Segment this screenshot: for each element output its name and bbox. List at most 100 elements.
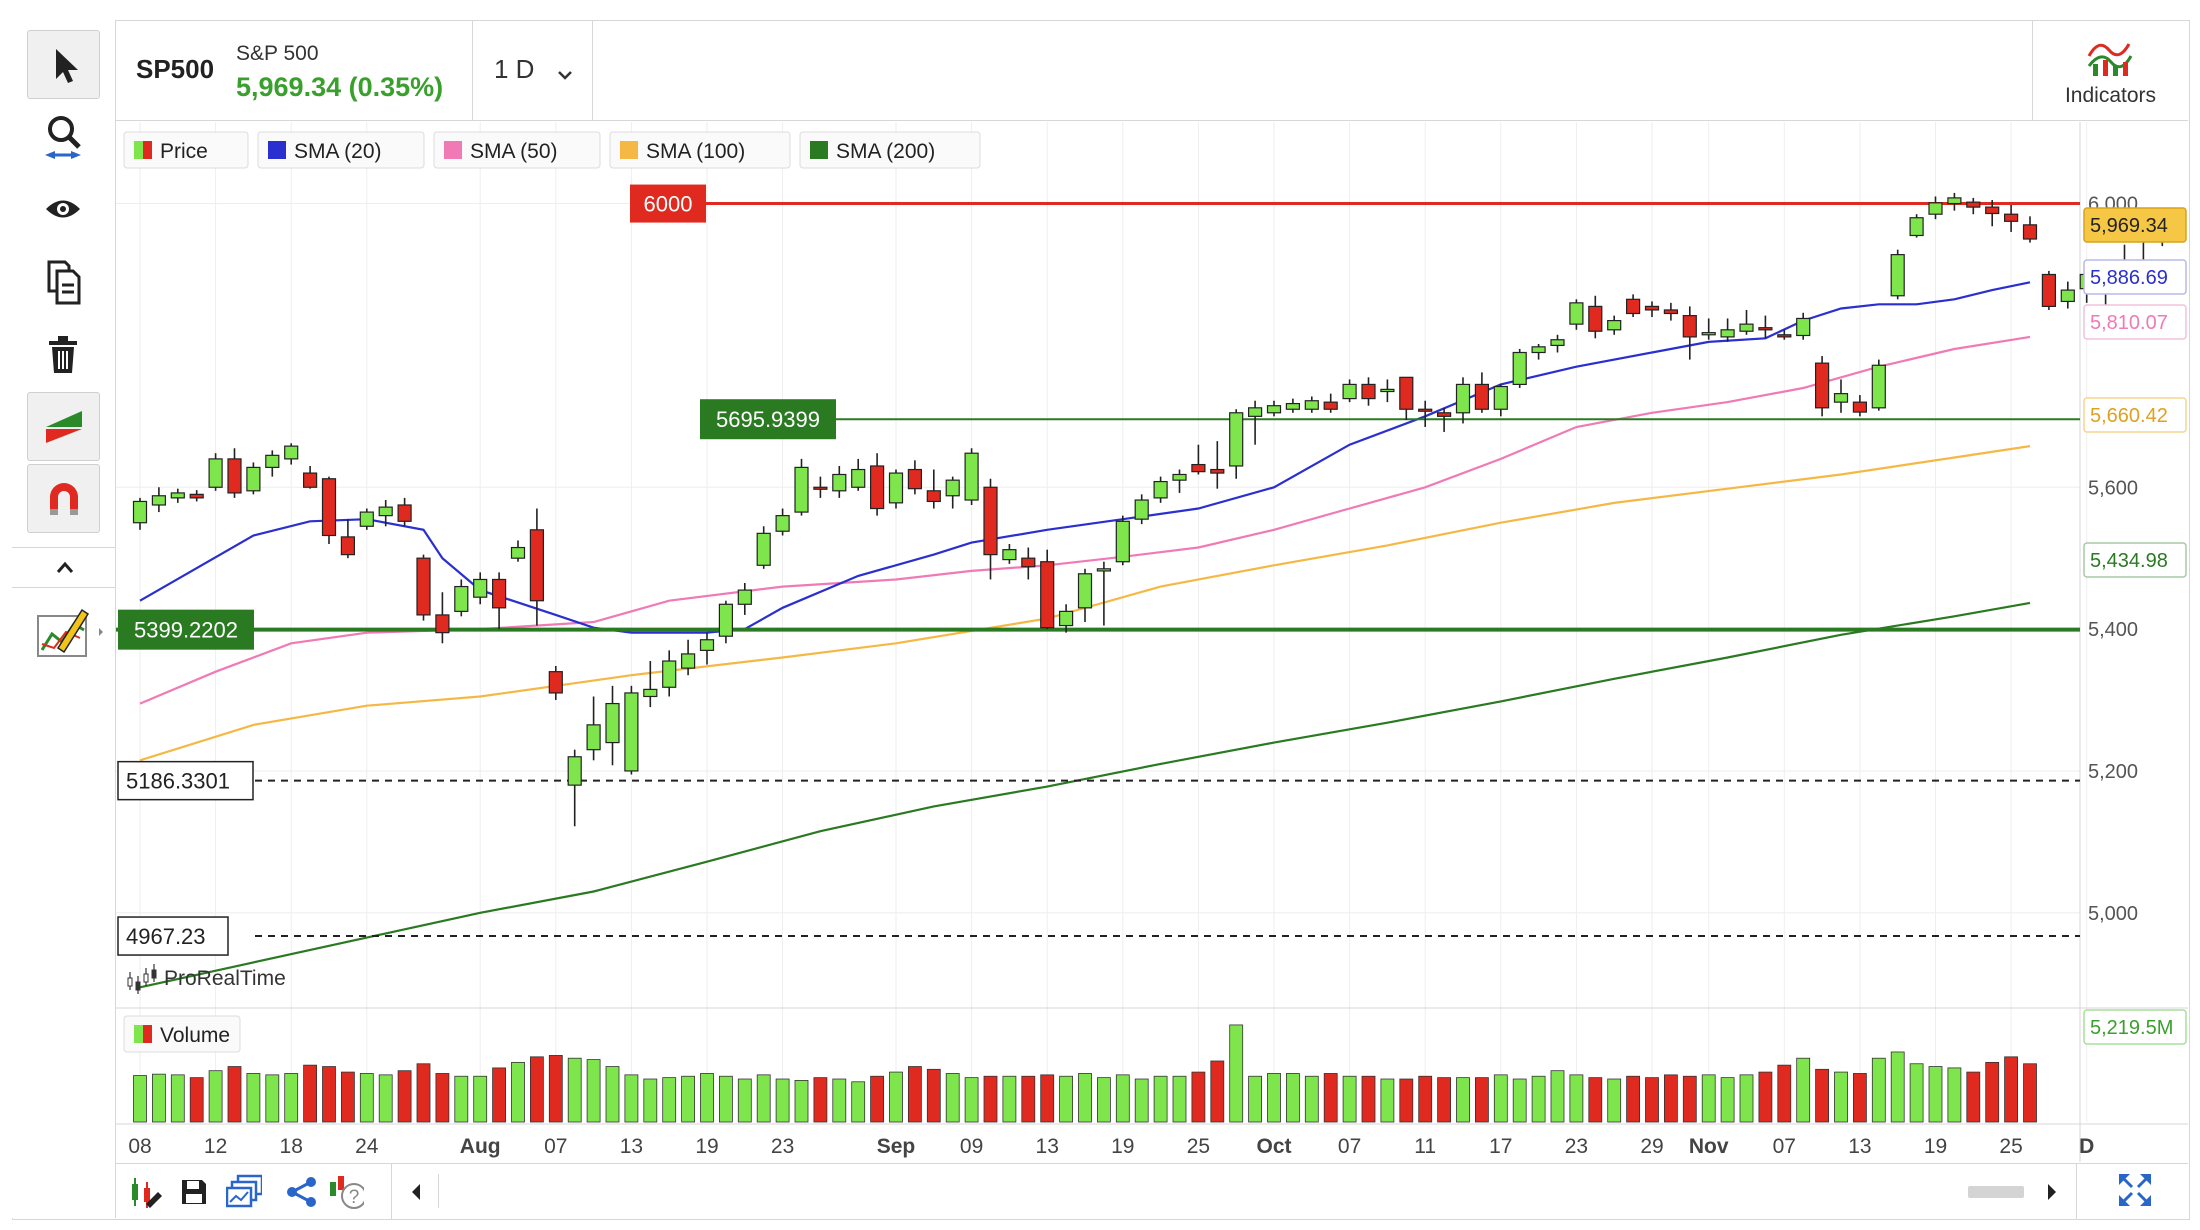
volume-bar[interactable] [624, 1074, 639, 1123]
candle-body[interactable] [473, 578, 488, 598]
candle-body[interactable] [1663, 309, 1679, 315]
volume-bar[interactable] [1456, 1077, 1470, 1123]
layouts-button[interactable] [226, 1174, 262, 1210]
candle-body[interactable] [1512, 351, 1527, 386]
volume-bar[interactable] [208, 1070, 223, 1123]
candle-body[interactable] [1871, 364, 1886, 409]
volume-bar[interactable] [889, 1071, 903, 1123]
volume-bar[interactable] [548, 1055, 563, 1123]
volume-bar[interactable] [454, 1075, 469, 1123]
candle-body[interactable] [1323, 401, 1338, 410]
candle-body[interactable] [208, 458, 223, 488]
volume-bar[interactable] [1210, 1060, 1225, 1123]
candle-body[interactable] [1266, 405, 1282, 414]
support-level-badge[interactable] [700, 399, 836, 440]
chart-style-button[interactable] [128, 1174, 164, 1210]
volume-bar[interactable] [643, 1078, 658, 1123]
candle-body[interactable] [510, 546, 526, 559]
candle-body[interactable] [2041, 273, 2057, 308]
volume-bar[interactable] [1550, 1070, 1565, 1123]
candle-body[interactable] [2003, 213, 2019, 222]
volume-bar[interactable] [151, 1073, 166, 1123]
candle-body[interactable] [794, 466, 809, 513]
candle-body[interactable] [284, 445, 299, 460]
volume-bar[interactable] [1569, 1074, 1584, 1123]
legend-item-sma200[interactable] [799, 131, 981, 169]
volume-bar[interactable] [1531, 1075, 1546, 1123]
save-button[interactable] [176, 1174, 212, 1210]
candle-body[interactable] [132, 500, 148, 524]
volume-bar[interactable] [1248, 1075, 1262, 1123]
candle-body[interactable] [907, 468, 923, 490]
help-button[interactable]: ? [328, 1174, 364, 1210]
candle-body[interactable] [1096, 568, 1112, 572]
volume-bar[interactable] [1475, 1077, 1489, 1123]
candle-body[interactable] [1021, 557, 1036, 568]
zoom-tool-button[interactable] [27, 102, 98, 169]
candle-body[interactable] [888, 472, 904, 504]
volume-bar[interactable] [1853, 1073, 1867, 1123]
volume-bar[interactable] [1815, 1068, 1829, 1123]
candle-body[interactable] [1304, 400, 1319, 410]
candle-body[interactable] [1040, 561, 1055, 629]
volume-bar[interactable] [1588, 1077, 1603, 1123]
candle-body[interactable] [1758, 327, 1773, 331]
volume-bar[interactable] [133, 1075, 147, 1123]
candle-body[interactable] [945, 479, 960, 497]
volume-bar[interactable] [227, 1066, 242, 1123]
candle-body[interactable] [718, 603, 734, 637]
candle-body[interactable] [1399, 376, 1414, 410]
volume-bar[interactable] [1871, 1057, 1886, 1123]
scroll-left-button[interactable] [406, 1180, 426, 1209]
volume-bar[interactable] [1267, 1073, 1281, 1123]
volume-bar[interactable] [926, 1068, 941, 1123]
volume-bar[interactable] [1796, 1057, 1811, 1123]
legend-item-sma100[interactable] [609, 131, 791, 169]
volume-bar[interactable] [737, 1078, 752, 1123]
volume-bar[interactable] [1153, 1075, 1168, 1123]
candle-body[interactable] [170, 492, 185, 499]
candle-body[interactable] [1285, 402, 1301, 410]
volume-bar[interactable] [1834, 1071, 1848, 1123]
volume-bar[interactable] [964, 1077, 979, 1123]
volume-bar[interactable] [567, 1057, 582, 1123]
candle-body[interactable] [1493, 385, 1508, 410]
volume-bar[interactable] [1947, 1067, 1962, 1123]
candle-body[interactable] [1607, 319, 1622, 331]
volume-bar[interactable] [1304, 1075, 1319, 1123]
volume-bar[interactable] [1645, 1077, 1659, 1123]
candle-body[interactable] [813, 486, 828, 490]
candle-body[interactable] [303, 472, 318, 488]
candle-body[interactable] [1134, 499, 1149, 520]
candle-body[interactable] [151, 495, 166, 506]
candle-body[interactable] [1947, 197, 1962, 205]
candle-body[interactable] [1361, 383, 1376, 400]
volume-bar[interactable] [1399, 1078, 1414, 1123]
volume-bar[interactable] [1985, 1061, 2000, 1123]
candle-body[interactable] [1115, 520, 1130, 563]
volume-bar[interactable] [756, 1074, 771, 1123]
candle-body[interactable] [869, 465, 885, 510]
candle-body[interactable] [586, 724, 601, 751]
candle-body[interactable] [1380, 388, 1395, 393]
candle-body[interactable] [2060, 289, 2075, 303]
candle-body[interactable] [1210, 468, 1225, 474]
volume-bar[interactable] [851, 1081, 866, 1123]
timeframe-selector[interactable]: 1 D [494, 54, 535, 84]
volume-bar[interactable] [1909, 1063, 1924, 1123]
resistance-level-badge[interactable] [630, 184, 706, 223]
candle-body[interactable] [1739, 323, 1754, 332]
volume-bar[interactable] [1097, 1077, 1111, 1123]
indicators-button[interactable]: Indicators [2032, 20, 2188, 120]
volume-bar[interactable] [492, 1067, 507, 1123]
candle-body[interactable] [2022, 224, 2038, 240]
volume-bar[interactable] [1890, 1051, 1905, 1123]
candle-body[interactable] [1058, 610, 1074, 627]
candle-body[interactable] [1966, 201, 1981, 208]
candle-body[interactable] [1172, 473, 1187, 481]
candle-body[interactable] [1002, 549, 1017, 561]
volume-bar[interactable] [1928, 1066, 1943, 1123]
volume-bar[interactable] [1720, 1077, 1735, 1123]
volume-bar[interactable] [1021, 1075, 1036, 1123]
scroll-right-button[interactable] [2042, 1180, 2062, 1209]
